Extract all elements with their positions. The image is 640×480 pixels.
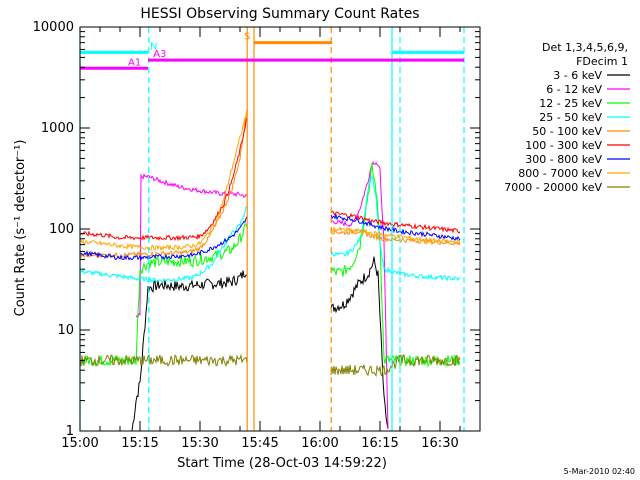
state-label-a3: A3 (153, 49, 166, 60)
x-tick-label: 15:45 (241, 436, 278, 451)
series-line-300-800-kev (79, 212, 461, 262)
series-line-6-12-kev (135, 160, 389, 430)
legend-label: 7000 - 20000 keV (504, 181, 602, 194)
series-line-3-6-kev (131, 256, 389, 432)
legend-label: 100 - 300 keV (525, 139, 602, 152)
legend-label: 800 - 7000 keV (518, 167, 602, 180)
y-tick-label: 10 (57, 323, 74, 338)
chart-title: HESSI Observing Summary Count Rates (140, 6, 419, 22)
legend-label: 3 - 6 keV (553, 69, 602, 82)
legend-header: Det 1,3,4,5,6,9, (542, 41, 628, 54)
x-axis-label: Start Time (28-Oct-03 14:59:22) (177, 456, 387, 471)
x-tick-label: 15:30 (181, 436, 218, 451)
timestamp: 5-Mar-2010 02:40 (564, 467, 635, 476)
x-tick-label: 16:30 (421, 436, 458, 451)
legend-label: 25 - 50 keV (539, 111, 602, 124)
y-tick-label: 1 (66, 424, 74, 439)
legend-label: 50 - 100 keV (532, 125, 602, 138)
y-tick-label: 100 (49, 222, 74, 237)
legend-header: FDecim 1 (576, 55, 628, 68)
y-tick-label: 1000 (41, 121, 74, 136)
plot-area: N A1 A3 S 1 10 100 1000 10000 15:00 15:15 15:30 15:4… (33, 20, 481, 451)
legend-label: 6 - 12 keV (546, 83, 602, 96)
legend-label: 12 - 25 keV (539, 97, 602, 110)
x-tick-label: 16:15 (361, 436, 398, 451)
series-line-7000-20000-kev (79, 353, 461, 378)
state-label-n: N (150, 41, 157, 52)
series-line-25-50-kev (79, 175, 461, 284)
x-tick-label: 16:00 (301, 436, 338, 451)
x-tick-label: 15:00 (61, 436, 98, 451)
y-axis-label: Count Rate (s⁻¹ detector⁻¹) (13, 140, 28, 317)
state-label-a1: A1 (128, 57, 141, 68)
legend-label: 300 - 800 keV (525, 153, 602, 166)
y-tick-label: 10000 (33, 20, 74, 35)
state-label-s: S (244, 32, 250, 43)
series-line-800-7000-kev (79, 108, 461, 252)
x-tick-label: 15:15 (121, 436, 158, 451)
